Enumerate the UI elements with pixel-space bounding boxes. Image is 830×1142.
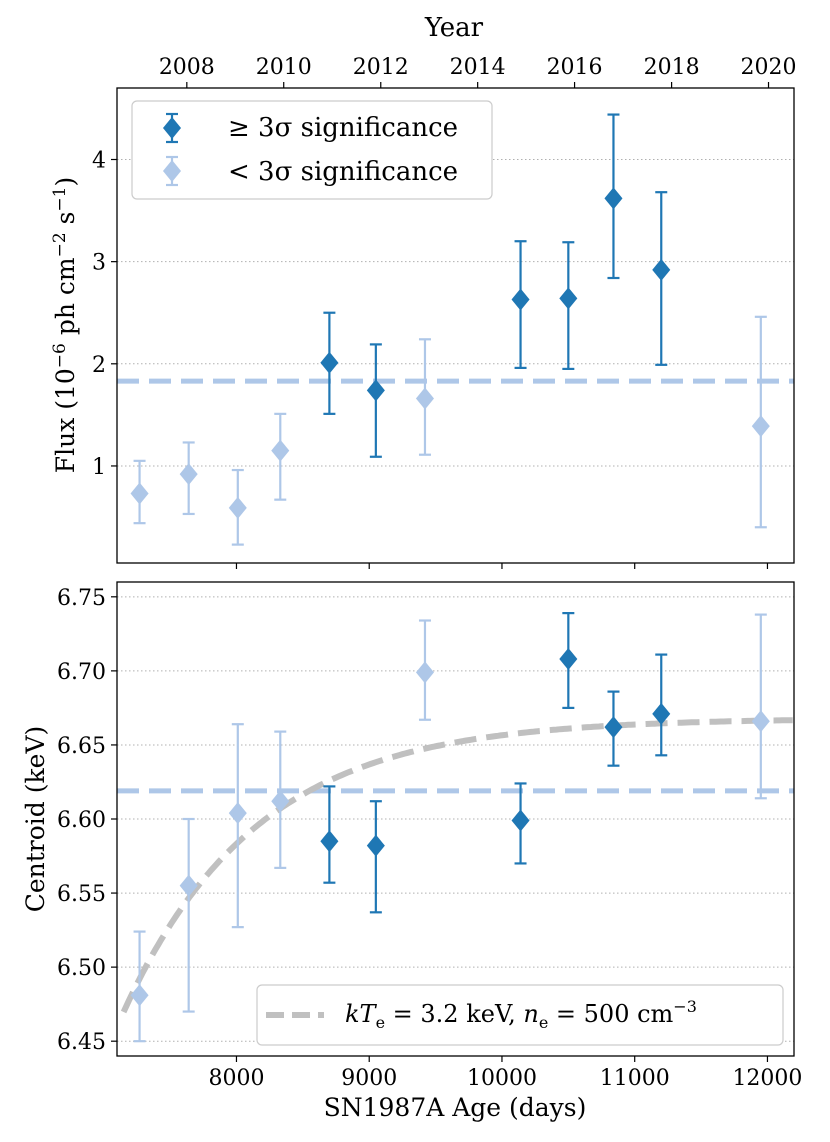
top-secondary-axis-label: Year (424, 13, 484, 43)
bottom-x-tick-label: 12000 (732, 1066, 802, 1091)
diamond-marker (367, 835, 385, 857)
year-tick-label: 2008 (159, 55, 215, 80)
top-point-nonsig-0 (131, 461, 149, 523)
top-point-sig-4 (604, 115, 622, 278)
bottom-point-nonsig-5 (752, 615, 770, 799)
year-tick-label: 2016 (547, 55, 603, 80)
bottom-y-tick-label: 6.65 (57, 734, 106, 759)
top-legend: ≥ 3σ significance < 3σ significance (132, 101, 492, 199)
diamond-marker (559, 287, 577, 309)
top-gridlines (117, 160, 794, 466)
top-point-nonsig-2 (229, 470, 247, 545)
year-tick-label: 2012 (353, 55, 409, 80)
bottom-point-nonsig-3 (271, 732, 289, 868)
diamond-marker (752, 415, 770, 437)
top-point-nonsig-5 (752, 317, 770, 527)
bottom-y-tick-label: 6.75 (57, 586, 106, 611)
diamond-marker (320, 830, 338, 852)
bottom-model-curve (124, 720, 793, 1012)
bottom-point-sig-4 (604, 692, 622, 766)
bottom-y-tick-label: 6.70 (57, 660, 106, 685)
bottom-y-tick-label: 6.55 (57, 882, 106, 907)
top-point-nonsig-3 (271, 414, 289, 500)
top-y-tick-label: 4 (92, 149, 106, 174)
bottom-model-curve-group (124, 720, 793, 1012)
diamond-marker (229, 497, 247, 519)
top-y-axis-label: Flux (10−6 ph cm−2 s−1) (50, 177, 80, 474)
top-panel: 1 2 3 4 2008 2010 2012 2014 2016 2018 2020 Year F… (50, 13, 797, 569)
top-point-sig-1 (367, 344, 385, 456)
bottom-point-sig-5 (652, 655, 670, 756)
diamond-marker (271, 440, 289, 462)
bottom-gridlines (117, 597, 794, 1041)
year-tick-label: 2014 (450, 55, 506, 80)
bottom-point-nonsig-0 (131, 932, 149, 1042)
bottom-point-nonsig-4 (416, 621, 434, 720)
bottom-point-sig-1 (367, 801, 385, 912)
diamond-marker (131, 984, 149, 1006)
diamond-marker (652, 259, 670, 281)
bottom-x-axis-label: SN1987A Age (days) (324, 1093, 587, 1122)
top-y-tick-label: 1 (92, 455, 106, 480)
bottom-y-tick-label: 6.50 (57, 956, 106, 981)
top-y-ticks: 1 2 3 4 (92, 149, 117, 480)
bottom-legend: kTe = 3.2 keV, ne = 500 cm−3 (257, 985, 783, 1045)
bottom-point-sig-2 (512, 783, 530, 863)
legend-label-significant: ≥ 3σ significance (228, 113, 458, 143)
bottom-y-tick-label: 6.60 (57, 808, 106, 833)
top-point-nonsig-4 (416, 339, 434, 454)
bottom-point-sig-3 (559, 613, 577, 708)
bottom-point-nonsig-2 (229, 724, 247, 927)
legend-label-model: kTe = 3.2 keV, ne = 500 cm−3 (345, 997, 697, 1032)
top-y-tick-label: 2 (92, 353, 106, 378)
top-x-ticks (236, 563, 767, 569)
bottom-x-tick-label: 10000 (467, 1066, 537, 1091)
legend-label-nonsignificant: < 3σ significance (228, 157, 458, 187)
diamond-marker (752, 710, 770, 732)
diamond-marker (416, 388, 434, 410)
bottom-panel: 6.45 6.50 6.55 6.60 6.65 6.70 6.75 8000 9000 100… (21, 582, 802, 1122)
diamond-marker (416, 661, 434, 683)
top-point-sig-0 (320, 313, 338, 414)
diamond-marker (131, 483, 149, 505)
top-point-nonsig-1 (180, 442, 198, 514)
diamond-marker (604, 716, 622, 738)
diamond-marker (229, 802, 247, 824)
diamond-marker (604, 187, 622, 209)
bottom-y-ticks: 6.45 6.50 6.55 6.60 6.65 6.70 6.75 (57, 586, 117, 1055)
bottom-x-ticks: 8000 9000 10000 11000 12000 (208, 1056, 802, 1091)
year-tick-label: 2020 (741, 55, 797, 80)
diamond-marker (559, 648, 577, 670)
diamond-marker (320, 352, 338, 374)
bottom-point-sig-0 (320, 786, 338, 882)
bottom-y-axis-label: Centroid (keV) (21, 726, 50, 913)
bottom-y-tick-label: 6.45 (57, 1030, 106, 1055)
diamond-marker (271, 790, 289, 812)
diamond-marker (512, 809, 530, 831)
bottom-data-points (131, 613, 770, 1041)
year-tick-label: 2010 (256, 55, 312, 80)
top-y-tick-label: 3 (92, 251, 106, 276)
bottom-x-tick-label: 9000 (341, 1066, 397, 1091)
top-secondary-x-ticks: 2008 2010 2012 2014 2016 2018 2020 (159, 55, 797, 88)
year-tick-label: 2018 (644, 55, 700, 80)
top-point-sig-2 (512, 241, 530, 368)
bottom-x-tick-label: 11000 (600, 1066, 670, 1091)
bottom-point-nonsig-1 (180, 819, 198, 1012)
diamond-marker (512, 288, 530, 310)
bottom-x-tick-label: 8000 (208, 1066, 264, 1091)
top-point-sig-5 (652, 192, 670, 365)
